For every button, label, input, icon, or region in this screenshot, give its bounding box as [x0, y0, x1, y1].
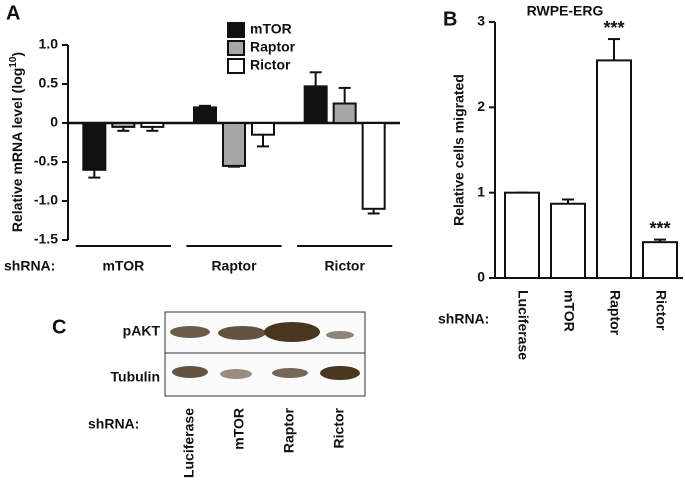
y-tick-label: 0.5 — [39, 75, 59, 91]
x-axis-label: shRNA: — [88, 416, 139, 432]
bar — [140, 122, 165, 128]
legend-swatch — [227, 22, 245, 38]
band — [326, 331, 354, 339]
bar — [303, 85, 328, 124]
lane-label: Rictor — [331, 407, 347, 448]
legend-label: mTOR — [250, 21, 292, 37]
y-tick-label: 1.0 — [39, 36, 59, 52]
chart-title: RWPE-ERG — [527, 3, 604, 19]
y-axis-label: Relative cells migrated — [451, 74, 467, 226]
bar — [504, 191, 540, 280]
x-tick-label: mTOR — [102, 258, 144, 274]
x-tick-label: Luciferase — [515, 290, 531, 360]
bar — [550, 202, 586, 279]
blot-frame — [164, 311, 366, 397]
x-tick-label: Raptor — [607, 290, 623, 336]
row-label: Tubulin — [111, 369, 161, 385]
legend-label: Raptor — [250, 39, 296, 55]
lane-label: Luciferase — [181, 408, 197, 478]
x-tick-label: Rictor — [324, 258, 365, 274]
band — [272, 368, 308, 378]
y-tick-label: -1.5 — [34, 231, 58, 247]
bar — [642, 241, 678, 280]
y-tick-label: 3 — [477, 13, 485, 29]
y-tick-label: 0 — [50, 114, 58, 130]
lane-label: Raptor — [281, 407, 297, 453]
y-label-text: Relative mRNA level (log — [9, 68, 25, 232]
band — [172, 366, 208, 378]
lane-label: mTOR — [231, 408, 247, 450]
y-tick-label: -1.0 — [34, 192, 58, 208]
panel-label: C — [52, 316, 66, 338]
row-label: pAKT — [123, 323, 161, 339]
legend-swatch — [227, 40, 245, 56]
bar — [193, 106, 217, 125]
y-label-suffix: ) — [9, 52, 25, 57]
bar — [82, 122, 107, 171]
band — [320, 366, 360, 380]
band — [220, 369, 252, 379]
y-tick-label: 1 — [477, 183, 485, 199]
y-tick-label: 0 — [477, 269, 485, 285]
x-tick-label: Raptor — [211, 258, 257, 274]
x-axis-label: shRNA: — [4, 258, 55, 274]
bar — [251, 122, 275, 136]
x-axis-label: shRNA: — [438, 311, 489, 327]
annotation: *** — [649, 218, 670, 238]
legend-label: Rictor — [250, 57, 291, 73]
band — [218, 326, 266, 340]
blot-bands — [170, 322, 360, 380]
x-tick-label: mTOR — [561, 290, 577, 332]
bar — [332, 102, 357, 124]
y-axis-label: Relative mRNA level (log10) — [8, 52, 25, 232]
annotation: *** — [603, 18, 624, 38]
y-label-subscript: 10 — [8, 56, 19, 68]
panel-label: B — [443, 8, 457, 30]
y-tick-label: -0.5 — [34, 153, 58, 169]
bar — [361, 122, 386, 210]
bar — [111, 122, 136, 128]
bar — [596, 59, 632, 280]
x-tick-label: Rictor — [653, 290, 669, 331]
band — [170, 326, 210, 338]
legend-swatch — [227, 58, 245, 74]
bar — [222, 122, 246, 167]
y-tick-label: 2 — [477, 98, 485, 114]
panel-label: A — [6, 2, 20, 24]
band — [264, 322, 320, 342]
